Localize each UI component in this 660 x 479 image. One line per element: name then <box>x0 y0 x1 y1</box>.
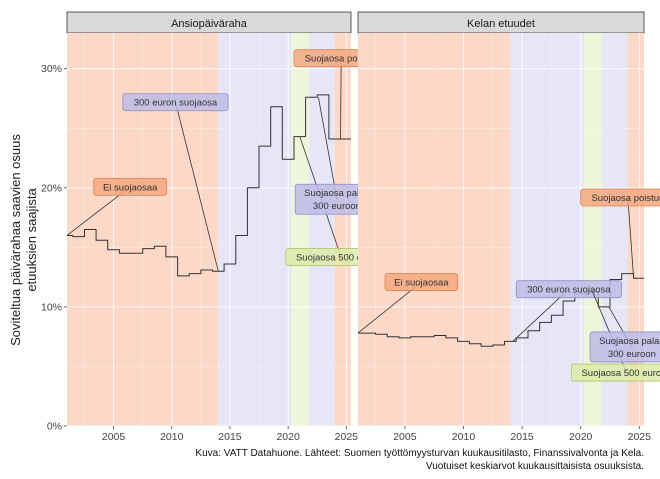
annotation-leader <box>318 97 338 200</box>
annotation-box <box>122 93 229 112</box>
y-axis-label-line-2: etuuksien saajista <box>24 188 39 292</box>
annotation-label: Suojaosa poistuu <box>591 193 660 204</box>
annotation-label: Suojaosa poistuu <box>305 54 378 65</box>
x-tick-label: 2010 <box>160 431 184 443</box>
annotation-label: Suojaosa 500 euroon <box>296 253 386 264</box>
annotation-4: Suojaosa palaa 300 euroon <box>294 97 380 215</box>
caption-line-2: Vuotuiset keskiarvot kuukausittaisista o… <box>426 461 644 472</box>
panel-title: Ansiopäiväraha <box>171 18 248 30</box>
annotation-box <box>93 177 167 196</box>
annotation-4: Suojaosa palaa 300 euroon <box>589 306 660 363</box>
x-tick-label: 2005 <box>393 431 417 443</box>
x-tick-label: 2010 <box>452 431 476 443</box>
annotation-box <box>384 273 459 291</box>
annotation-leader <box>340 58 342 139</box>
y-axis: 0% 10% 20% 30% <box>41 63 67 433</box>
annotation-2: 300 euron suojaosa <box>122 93 229 272</box>
period-band-2 <box>510 33 585 426</box>
x-tick-label: 2015 <box>218 431 242 443</box>
y-tick-label: 0% <box>47 421 62 433</box>
x-tick-label: 2005 <box>102 431 126 443</box>
annotation-1: Ei suojaosaa <box>357 273 459 334</box>
x-tick-label: 2020 <box>569 431 593 443</box>
annotation-label: Suojaosa palaa <box>304 188 370 199</box>
x-tick-label: 2020 <box>276 431 300 443</box>
period-band-1 <box>358 33 511 426</box>
annotation-label: 300 euron suojaosa <box>527 285 611 296</box>
annotation-3: Suojaosa 500 euroon <box>570 291 660 382</box>
y-tick-label: 30% <box>41 63 62 75</box>
annotation-box <box>580 188 660 207</box>
panel-1: Ansiopäiväraha Ei suojaosaa 300 euron suoj… <box>66 11 397 443</box>
series-line <box>67 94 351 277</box>
annotation-label: 300 euron suojaosa <box>134 98 218 109</box>
annotation-5: Suojaosa poistuu <box>580 188 660 276</box>
caption: Kuva: VATT Datahuone. Lähteet: Suomen ty… <box>195 448 644 472</box>
annotation-box <box>515 280 622 299</box>
period-band-5 <box>334 33 351 426</box>
period-band-4 <box>309 33 335 426</box>
annotation-label: Suojaosa 500 euroon <box>581 368 660 379</box>
annotation-box <box>570 363 660 382</box>
y-axis-label-line-1: Soviteltua päivärahaa saavien osuus <box>8 134 23 346</box>
annotation-leader <box>627 197 634 276</box>
caption-line-1: Kuva: VATT Datahuone. Lähteet: Suomen ty… <box>195 448 644 459</box>
period-band-3 <box>291 33 310 426</box>
annotation-leader <box>175 102 219 272</box>
panels: Ansiopäiväraha Ei suojaosaa 300 euron suoj… <box>66 11 660 443</box>
panel-2: Kelan etuudet Ei suojaosaa 300 euron suoja… <box>357 11 660 443</box>
y-tick-label: 20% <box>41 182 62 194</box>
annotation-label: Ei suojaosaa <box>394 278 449 289</box>
annotation-box <box>589 331 660 363</box>
annotation-label: 300 euroon <box>313 201 361 212</box>
annotation-2: 300 euron suojaosa <box>512 280 622 342</box>
period-band-3 <box>584 33 602 426</box>
annotation-1: Ei suojaosaa <box>66 177 167 236</box>
x-tick-label: 2015 <box>510 431 534 443</box>
y-axis-label: Soviteltua päivärahaa saavien osuus etuu… <box>8 134 39 346</box>
panel-title: Kelan etuudet <box>467 18 535 30</box>
annotation-label: Suojaosa palaa <box>599 336 660 347</box>
x-tick-label: 2025 <box>628 431 652 443</box>
period-band-5 <box>627 33 644 426</box>
x-tick-label: 2025 <box>335 431 359 443</box>
period-band-2 <box>218 33 292 426</box>
y-tick-label: 10% <box>41 301 62 313</box>
annotation-label: 300 euroon <box>608 349 656 360</box>
annotation-label: Ei suojaosaa <box>103 182 158 193</box>
